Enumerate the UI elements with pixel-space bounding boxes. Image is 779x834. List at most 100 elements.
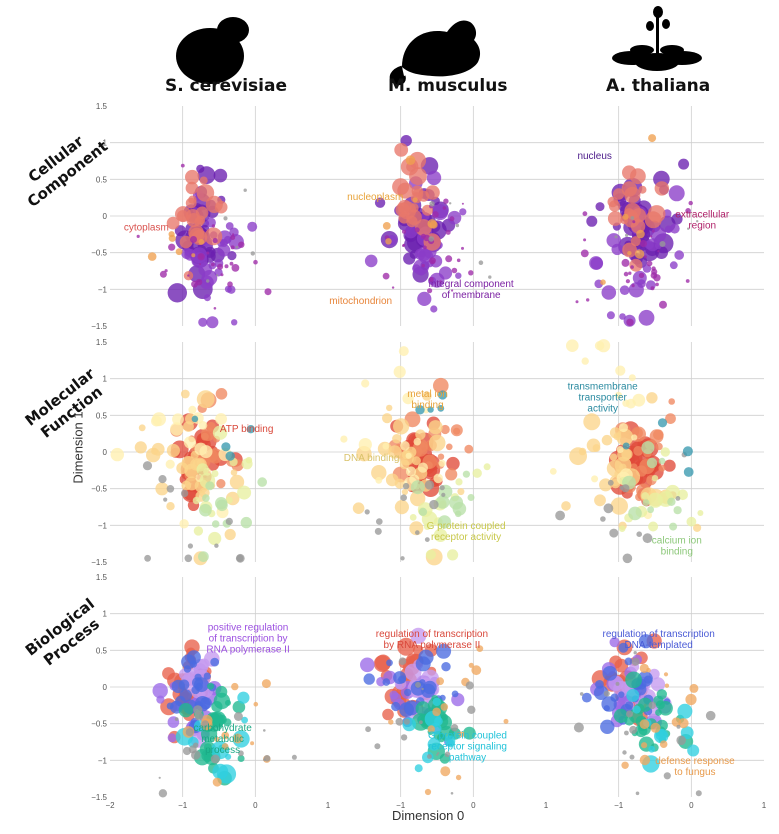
data-point bbox=[581, 692, 592, 703]
data-point bbox=[375, 654, 392, 671]
data-point bbox=[212, 777, 222, 787]
data-point bbox=[423, 680, 437, 695]
data-point bbox=[631, 657, 640, 666]
data-point bbox=[428, 420, 443, 435]
data-point bbox=[158, 789, 168, 798]
data-point bbox=[358, 438, 372, 452]
data-point bbox=[429, 257, 436, 265]
y-tick-label: 1 bbox=[103, 610, 108, 619]
data-point bbox=[188, 405, 197, 414]
data-point bbox=[393, 671, 407, 685]
data-point bbox=[643, 255, 647, 259]
data-point bbox=[405, 452, 412, 459]
data-point bbox=[449, 202, 452, 205]
data-point bbox=[395, 717, 404, 726]
data-point bbox=[216, 499, 228, 512]
data-point bbox=[382, 442, 390, 450]
data-point bbox=[641, 492, 649, 500]
data-point bbox=[424, 788, 432, 796]
data-point bbox=[646, 260, 653, 267]
data-point bbox=[238, 750, 244, 757]
data-point bbox=[221, 743, 229, 750]
panel-2-0: 1.5 1 0.5 0 −0.5 −1 −1.5−2 −1 0 1 positive regulat… bbox=[91, 573, 331, 810]
data-point bbox=[365, 726, 371, 733]
data-point bbox=[658, 464, 666, 472]
data-point bbox=[197, 253, 205, 261]
data-point bbox=[639, 240, 648, 248]
data-point bbox=[198, 239, 205, 245]
panel-0-0: 1.5 1 0.5 0 −0.5 −1 −1.5 cytoplasm bbox=[91, 102, 328, 331]
data-point bbox=[388, 445, 402, 459]
data-point bbox=[669, 261, 678, 270]
data-point bbox=[625, 233, 629, 237]
data-point bbox=[394, 478, 405, 489]
data-point bbox=[415, 405, 425, 415]
data-point bbox=[654, 728, 669, 744]
data-point bbox=[253, 259, 258, 265]
annotation-label: G protein coupled receptor activity bbox=[427, 521, 506, 543]
data-point bbox=[648, 134, 657, 143]
data-point bbox=[424, 537, 430, 542]
data-point bbox=[185, 197, 197, 209]
data-point bbox=[693, 523, 702, 533]
data-point bbox=[685, 279, 690, 283]
annotation-label: cytoplasm bbox=[124, 223, 169, 234]
data-point bbox=[440, 424, 450, 435]
data-point bbox=[388, 719, 394, 725]
data-point bbox=[659, 241, 666, 247]
data-point bbox=[457, 731, 460, 734]
data-point bbox=[439, 485, 445, 491]
data-point bbox=[185, 181, 199, 195]
y-tick-label: 0 bbox=[103, 683, 108, 692]
data-point bbox=[261, 679, 271, 689]
data-point bbox=[427, 725, 435, 733]
x-tick-label: −1 bbox=[396, 801, 406, 810]
points bbox=[110, 388, 268, 566]
data-point bbox=[216, 479, 226, 489]
data-point bbox=[193, 705, 203, 715]
data-point bbox=[385, 238, 392, 245]
data-point bbox=[629, 725, 638, 734]
data-point bbox=[650, 286, 655, 291]
data-point bbox=[592, 444, 601, 452]
data-point bbox=[641, 441, 655, 455]
data-point bbox=[437, 405, 445, 412]
data-point bbox=[415, 429, 426, 440]
data-point bbox=[229, 474, 245, 490]
data-point bbox=[179, 235, 193, 249]
data-point bbox=[184, 554, 193, 563]
data-point bbox=[421, 687, 424, 691]
data-point bbox=[352, 502, 365, 514]
data-point bbox=[447, 549, 459, 561]
panel-1-0: 1.5 1 0.5 0 −0.5 −1 −1.5 ATP binding bbox=[91, 338, 328, 567]
data-point bbox=[229, 261, 234, 266]
data-point bbox=[633, 446, 644, 456]
data-point bbox=[231, 264, 240, 272]
data-point bbox=[660, 447, 670, 457]
data-point bbox=[600, 516, 606, 522]
data-point bbox=[456, 258, 461, 263]
data-point bbox=[451, 289, 454, 292]
data-point bbox=[185, 728, 194, 737]
data-point bbox=[632, 220, 636, 224]
data-point bbox=[426, 170, 442, 186]
data-point bbox=[594, 341, 605, 351]
data-point bbox=[655, 282, 659, 287]
data-point bbox=[232, 233, 235, 236]
data-point bbox=[224, 528, 236, 541]
data-point bbox=[633, 651, 637, 655]
data-point bbox=[243, 188, 247, 192]
data-point bbox=[217, 263, 224, 270]
y-tick-label: 0.5 bbox=[96, 411, 108, 420]
data-point bbox=[427, 738, 441, 751]
data-point bbox=[629, 754, 635, 760]
data-point bbox=[646, 457, 658, 469]
mouse-icon bbox=[389, 20, 481, 86]
points bbox=[575, 134, 699, 327]
data-point bbox=[246, 425, 255, 434]
points bbox=[136, 163, 272, 329]
y-tick-label: −0.5 bbox=[91, 249, 107, 258]
data-point bbox=[417, 246, 432, 261]
data-point bbox=[138, 424, 146, 432]
data-point bbox=[215, 685, 228, 698]
